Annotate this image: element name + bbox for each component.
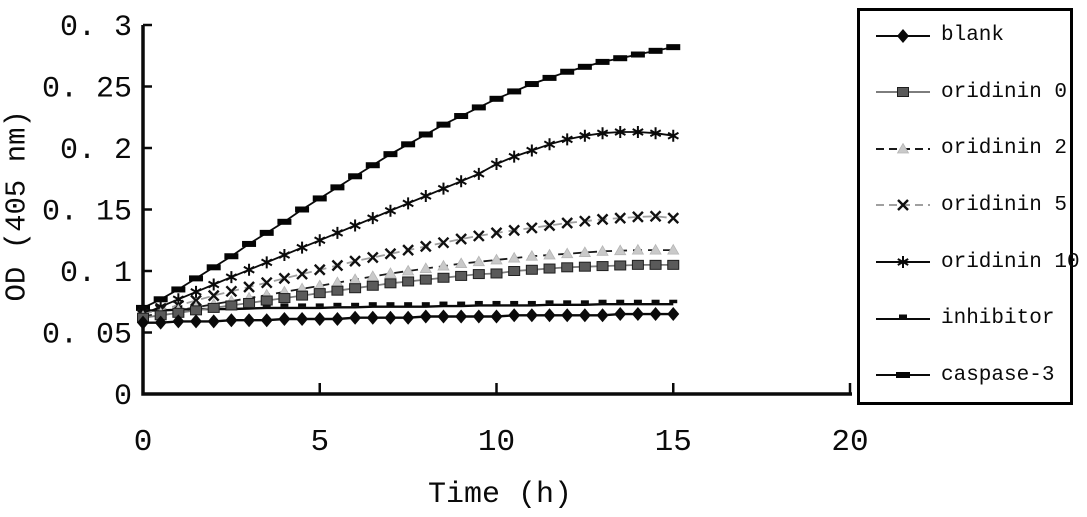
legend-marker-dash-bold-icon bbox=[876, 372, 930, 379]
y-tick-label: 0. 1 bbox=[60, 257, 132, 291]
x-tick-label: 0 bbox=[134, 425, 153, 460]
x-tick-label: 15 bbox=[655, 425, 692, 460]
legend-item-oridinin-2: oridinin 2 bbox=[874, 137, 1068, 161]
y-axis-title: OD (405 nm) bbox=[0, 110, 34, 302]
y-tick-label: 0 bbox=[114, 380, 132, 414]
legend-item-oridinin-0: oridinin 0 bbox=[874, 80, 1068, 104]
legend-marker-triangle-icon bbox=[876, 142, 930, 154]
y-tick-label: 0. 3 bbox=[60, 11, 132, 45]
legend-marker-diamond-icon bbox=[876, 28, 930, 43]
y-tick-label: 0. 05 bbox=[42, 319, 132, 353]
x-tick-label: 20 bbox=[831, 425, 868, 460]
legend-item-inhibitor: inhibitor bbox=[874, 307, 1066, 330]
series-line-oridinin-10 bbox=[142, 131, 674, 315]
legend-marker-x-icon bbox=[876, 199, 930, 212]
legend-item-oridinin-10: oridinin 10 bbox=[874, 251, 1080, 274]
legend-label: blank bbox=[941, 24, 1005, 47]
legend-item-blank: blank bbox=[874, 24, 1066, 47]
x-axis-title: Time (h) bbox=[427, 478, 573, 512]
y-tick-label: 0. 15 bbox=[42, 196, 132, 230]
series-markers-caspase-3 bbox=[136, 44, 681, 311]
series-markers-oridinin-0 bbox=[137, 259, 680, 323]
legend-label: caspase-3 bbox=[941, 363, 1055, 387]
legend-label: oridinin 0 bbox=[941, 80, 1068, 104]
legend-item-oridinin-5: oridinin 5 bbox=[874, 193, 1068, 217]
x-tick-label: 10 bbox=[478, 425, 515, 460]
y-tick-label: 0. 2 bbox=[60, 134, 132, 168]
legend-label: oridinin 2 bbox=[941, 137, 1068, 161]
legend-label: inhibitor bbox=[941, 307, 1055, 331]
legend-item-caspase-3: caspase-3 bbox=[874, 364, 1066, 387]
x-tick-label: 5 bbox=[310, 425, 329, 460]
axis-lines bbox=[141, 25, 852, 396]
y-tick-label: 0. 25 bbox=[42, 73, 132, 107]
legend-label: oridinin 10 bbox=[941, 250, 1080, 274]
legend-label: oridinin 5 bbox=[941, 193, 1068, 217]
legend: blank oridinin 0 oridinin 2 oridinin 5 oridi… bbox=[857, 8, 1080, 405]
legend-marker-square-icon bbox=[876, 87, 930, 98]
legend-marker-asterisk-icon bbox=[876, 256, 930, 269]
series-markers-blank bbox=[137, 307, 680, 330]
legend-marker-dash-small-icon bbox=[876, 314, 930, 320]
